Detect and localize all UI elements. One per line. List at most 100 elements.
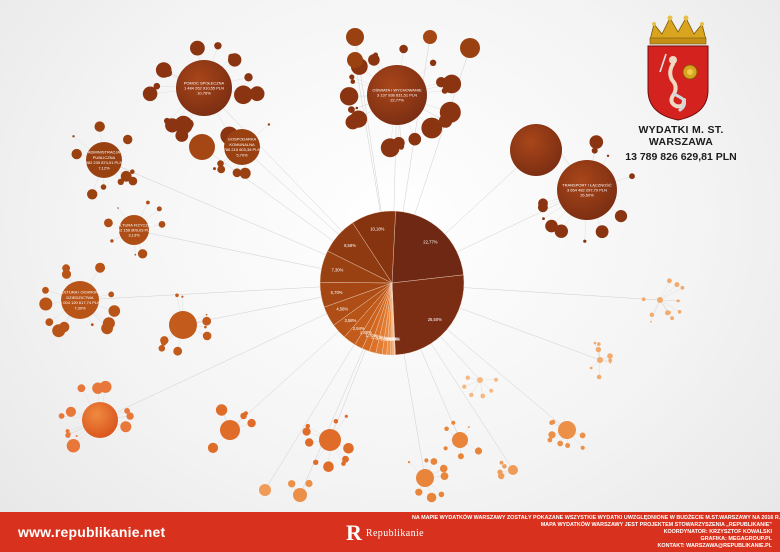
sub-item-bubble xyxy=(92,382,104,394)
sub-item-bubble xyxy=(444,426,449,432)
sub-item-bubble xyxy=(58,321,70,333)
sub-item-bubble xyxy=(45,318,54,326)
sub-item-bubble xyxy=(158,345,166,352)
sub-item-bubble xyxy=(126,412,134,420)
sub-item-bubble xyxy=(439,464,448,473)
sub-item-bubble xyxy=(665,310,671,316)
category-bubble xyxy=(86,142,122,178)
sub-item-bubble xyxy=(207,442,219,453)
sub-item-bubble xyxy=(415,488,423,496)
sub-item-bubble xyxy=(120,170,132,182)
category-bubble xyxy=(416,469,434,487)
sub-item-bubble xyxy=(548,431,556,439)
sub-item-bubble xyxy=(349,74,355,80)
sub-item-bubble xyxy=(607,353,613,359)
sub-item-bubble xyxy=(94,121,105,132)
pie-slice xyxy=(391,210,464,284)
sub-item-bubble xyxy=(438,491,445,498)
sub-item-bubble xyxy=(426,492,437,503)
sub-item-bubble xyxy=(451,420,456,425)
sub-item-bubble xyxy=(502,464,507,469)
sub-item-bubble xyxy=(677,299,681,302)
sub-item-bubble xyxy=(440,472,449,480)
sub-item-bubble xyxy=(667,278,672,284)
sub-item-bubble xyxy=(442,118,450,126)
sub-item-bubble xyxy=(373,52,379,58)
sub-item-bubble xyxy=(165,118,180,133)
pie-slice-label: 0,53% xyxy=(386,337,398,342)
website-link[interactable]: www.republikanie.net xyxy=(18,524,166,540)
sub-item-bubble xyxy=(369,56,376,63)
cluster-label: KULTURA FIZYCZNA 432 156 809,03 PLN 3,13% xyxy=(115,222,154,237)
sub-item-bubble xyxy=(407,461,411,464)
sub-item-bubble xyxy=(565,443,571,448)
pie-slice-label: 1,52% xyxy=(371,335,383,340)
sub-item-bubble xyxy=(593,341,597,345)
sub-item-bubble xyxy=(228,53,242,67)
sub-item-bubble xyxy=(219,405,225,411)
sub-item-bubble xyxy=(75,435,78,437)
sub-item-bubble xyxy=(595,346,602,353)
sub-item-bubble xyxy=(288,480,296,488)
sub-item-bubble xyxy=(120,421,132,433)
sub-item-bubble xyxy=(217,160,224,167)
sub-item-bubble xyxy=(597,342,601,346)
sub-item-bubble xyxy=(380,138,400,158)
sub-item-bubble xyxy=(670,316,674,321)
sub-item-bubble xyxy=(58,413,65,419)
cluster-label: OŚWIATA I WYCHOWANIE 3 137 938 831,51 PLN… xyxy=(372,87,422,102)
satellite-link xyxy=(659,280,670,301)
category-bubble xyxy=(347,52,363,68)
note-line: MAPA WYDATKÓW WARSZAWY JEST PROJEKTEM ST… xyxy=(540,522,772,528)
category-bubbles xyxy=(39,28,685,503)
sub-item-bubble xyxy=(424,458,429,463)
sub-item-bubble xyxy=(249,86,265,102)
title-block: WYDATKI M. ST. WARSZAWA 13 789 826 629,8… xyxy=(606,124,756,163)
sub-item-bubble xyxy=(202,331,212,341)
sub-item-bubble xyxy=(183,119,194,129)
cluster-label: POMOC SPOŁECZNA 1 484 262 910,55 PLN 10,76… xyxy=(184,80,225,95)
category-bubble xyxy=(319,429,341,451)
pie-slice-label: 1,88% xyxy=(360,330,372,335)
sub-item-bubble xyxy=(344,414,348,418)
sub-item-bubble xyxy=(65,406,76,417)
sub-item-bubble xyxy=(137,249,148,259)
note-line: KONTAKT: WARSZAWA@REPUBLIKANIE.PL xyxy=(657,543,772,549)
sub-item-bubble xyxy=(547,437,553,443)
brand-logo: R Republikanie xyxy=(346,520,424,546)
category-bubble xyxy=(119,215,149,245)
category-bubble xyxy=(220,420,240,440)
sub-item-bubble xyxy=(497,469,503,475)
warsaw-crest-icon xyxy=(647,15,709,121)
note-line: GRAFIKA: MEGAGROUP.PL xyxy=(700,536,772,542)
sub-item-bubble xyxy=(95,262,106,273)
category-bubble xyxy=(293,488,307,502)
satellite-link xyxy=(659,299,680,312)
sub-item-bubble xyxy=(117,178,125,185)
pie-slice-label: 1,02% xyxy=(380,336,392,341)
sub-item-bubble xyxy=(345,114,361,130)
sub-item-bubble xyxy=(61,269,72,279)
sub-item-bubble xyxy=(108,305,121,317)
sub-item-bubble xyxy=(629,173,635,180)
sub-item-bubble xyxy=(244,73,253,82)
sub-item-bubble xyxy=(399,145,404,150)
pie-slice-label: 0,21% xyxy=(388,337,400,342)
category-bubble xyxy=(259,484,271,496)
sub-item-bubble xyxy=(350,79,356,84)
map-title: WYDATKI M. ST. WARSZAWA xyxy=(638,124,724,148)
sub-item-bubble xyxy=(175,129,189,142)
category-bubble xyxy=(460,38,480,58)
sub-item-bubble xyxy=(348,106,355,113)
sub-item-bubble xyxy=(323,461,334,473)
sub-item-bubble xyxy=(545,219,558,233)
brand-mark-icon: R xyxy=(346,520,362,545)
sub-item-bubble xyxy=(549,420,554,426)
sub-item-bubble xyxy=(71,148,82,160)
category-bubble xyxy=(176,60,232,116)
sub-item-bubble xyxy=(589,135,604,149)
sub-item-bubble xyxy=(156,206,162,212)
sub-item-bubble xyxy=(580,445,585,450)
note-line: NA MAPIE WYDATKÓW WARSZAWY ZOSTAŁY POKAZ… xyxy=(412,515,780,521)
category-bubble xyxy=(477,377,483,383)
